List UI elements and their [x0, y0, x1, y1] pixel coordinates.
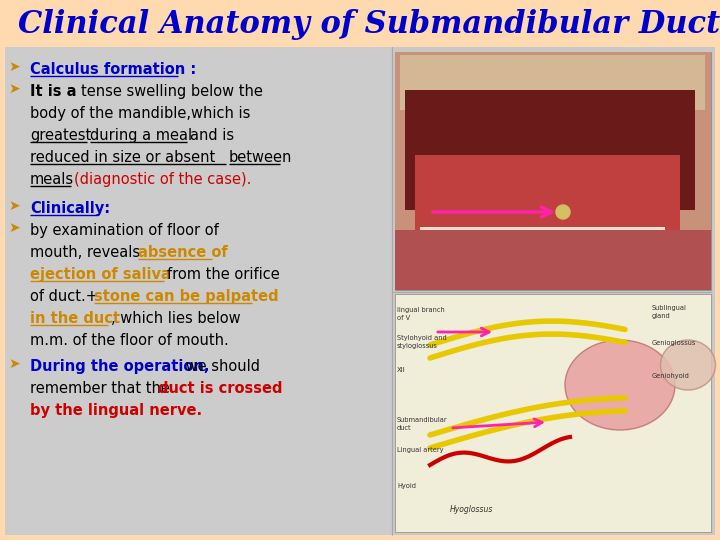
Text: absence of: absence of: [138, 245, 228, 260]
FancyBboxPatch shape: [393, 47, 715, 535]
Text: Stylohyoid and: Stylohyoid and: [397, 335, 446, 341]
Text: by the lingual nerve.: by the lingual nerve.: [30, 403, 202, 418]
Text: remember that the: remember that the: [30, 381, 174, 396]
Text: ejection of saliva: ejection of saliva: [30, 267, 171, 281]
FancyBboxPatch shape: [420, 227, 665, 245]
Text: and is: and is: [190, 128, 234, 143]
Text: (diagnostic of the case).: (diagnostic of the case).: [74, 172, 251, 187]
Text: of V: of V: [397, 315, 410, 321]
Text: Sublingual: Sublingual: [652, 305, 687, 311]
Text: Genioglossus: Genioglossus: [652, 340, 696, 346]
Text: ➤: ➤: [8, 60, 19, 74]
Text: Hyoglossus: Hyoglossus: [450, 505, 493, 514]
Text: Lingual artery: Lingual artery: [397, 447, 444, 453]
Text: styloglossus: styloglossus: [397, 343, 438, 349]
Ellipse shape: [565, 340, 675, 430]
Text: in the duct: in the duct: [30, 310, 120, 326]
Text: , which lies below: , which lies below: [111, 310, 240, 326]
Text: m.m. of the floor of mouth.: m.m. of the floor of mouth.: [30, 333, 229, 348]
FancyBboxPatch shape: [5, 47, 715, 535]
Text: meals: meals: [30, 172, 74, 187]
Text: Clinical Anatomy of Submandibular Duct: Clinical Anatomy of Submandibular Duct: [18, 10, 720, 40]
FancyBboxPatch shape: [395, 294, 711, 532]
Text: between: between: [229, 150, 292, 165]
Text: tense swelling below the: tense swelling below the: [81, 84, 263, 99]
FancyBboxPatch shape: [400, 55, 705, 110]
Text: greatest: greatest: [30, 128, 91, 143]
Text: Clinically:: Clinically:: [30, 200, 110, 215]
Text: Geniohyoid: Geniohyoid: [652, 373, 690, 379]
FancyBboxPatch shape: [395, 52, 711, 290]
Text: Calculus formation :: Calculus formation :: [30, 62, 197, 77]
Text: It is a: It is a: [30, 84, 76, 99]
FancyBboxPatch shape: [415, 155, 680, 240]
FancyBboxPatch shape: [395, 52, 711, 290]
Text: During the operation,: During the operation,: [30, 359, 210, 374]
Text: during a meal: during a meal: [90, 128, 192, 143]
FancyBboxPatch shape: [5, 47, 390, 535]
Text: we should: we should: [181, 359, 260, 374]
Text: ➤: ➤: [8, 221, 19, 234]
Text: mouth, reveals: mouth, reveals: [30, 245, 149, 260]
Text: duct is crossed: duct is crossed: [158, 381, 282, 396]
Text: reduced in size or absent: reduced in size or absent: [30, 150, 215, 165]
Text: by examination of floor of: by examination of floor of: [30, 222, 219, 238]
Text: Hyoid: Hyoid: [397, 483, 416, 489]
Text: ➤: ➤: [8, 357, 19, 371]
Text: of duct.+: of duct.+: [30, 288, 102, 303]
Text: stone can be palpated: stone can be palpated: [94, 288, 279, 303]
Text: ➤: ➤: [8, 199, 19, 213]
Text: from the orifice: from the orifice: [167, 267, 280, 281]
Text: XII: XII: [397, 367, 406, 373]
FancyBboxPatch shape: [405, 90, 695, 210]
Text: Submandibular: Submandibular: [397, 417, 448, 423]
Ellipse shape: [660, 340, 716, 390]
Text: duct: duct: [397, 425, 412, 431]
Text: ➤: ➤: [8, 82, 19, 96]
Text: gland: gland: [652, 313, 671, 319]
Circle shape: [556, 205, 570, 219]
Text: lingual branch: lingual branch: [397, 307, 445, 313]
Text: body of the mandible,which is: body of the mandible,which is: [30, 106, 251, 121]
FancyBboxPatch shape: [395, 230, 711, 290]
